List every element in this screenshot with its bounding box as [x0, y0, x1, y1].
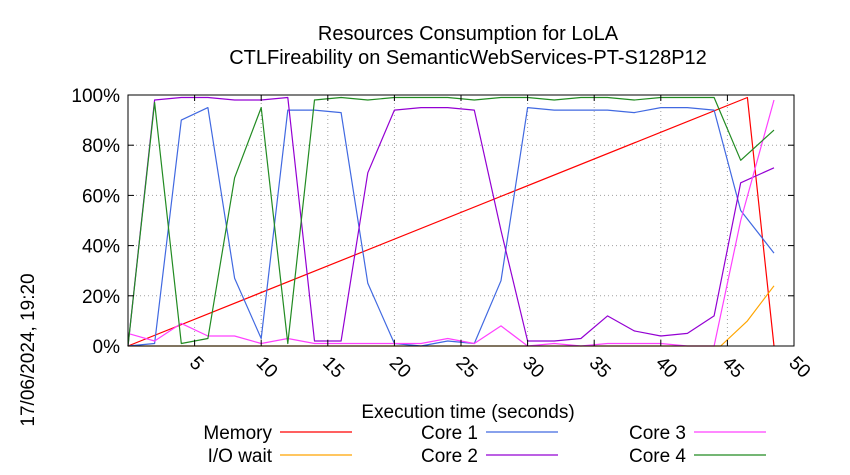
y-tick-label: 40% — [82, 237, 120, 258]
grid-layer — [128, 95, 794, 346]
y-axis-ticks: 0% 20% 40% 60% 80% 100% — [71, 86, 794, 358]
legend-label-memory: Memory — [203, 423, 272, 444]
series-line-core-2 — [127, 96, 775, 347]
legend-label-core-4: Core 4 — [629, 446, 686, 467]
legend-label-i-o-wait: I/O wait — [208, 446, 273, 467]
chart-subtitle: CTLFireability on SemanticWebServices-PT… — [229, 47, 707, 69]
chart-title: Resources Consumption for LoLA — [318, 23, 619, 45]
legend-label-core-1: Core 1 — [421, 423, 478, 444]
series-line-core-1 — [127, 106, 775, 347]
timestamp-label: 17/06/2024, 19:20 — [18, 273, 39, 426]
y-tick-label: 100% — [71, 86, 120, 107]
legend-label-core-2: Core 2 — [421, 446, 478, 467]
legend-label-core-3: Core 3 — [629, 423, 686, 444]
y-tick-label: 20% — [82, 287, 120, 308]
series-line-memory — [127, 96, 775, 347]
x-axis-label: Execution time (seconds) — [361, 402, 574, 423]
y-tick-label: 0% — [93, 337, 121, 358]
y-tick-label: 80% — [82, 136, 120, 157]
y-tick-label: 60% — [82, 186, 120, 207]
